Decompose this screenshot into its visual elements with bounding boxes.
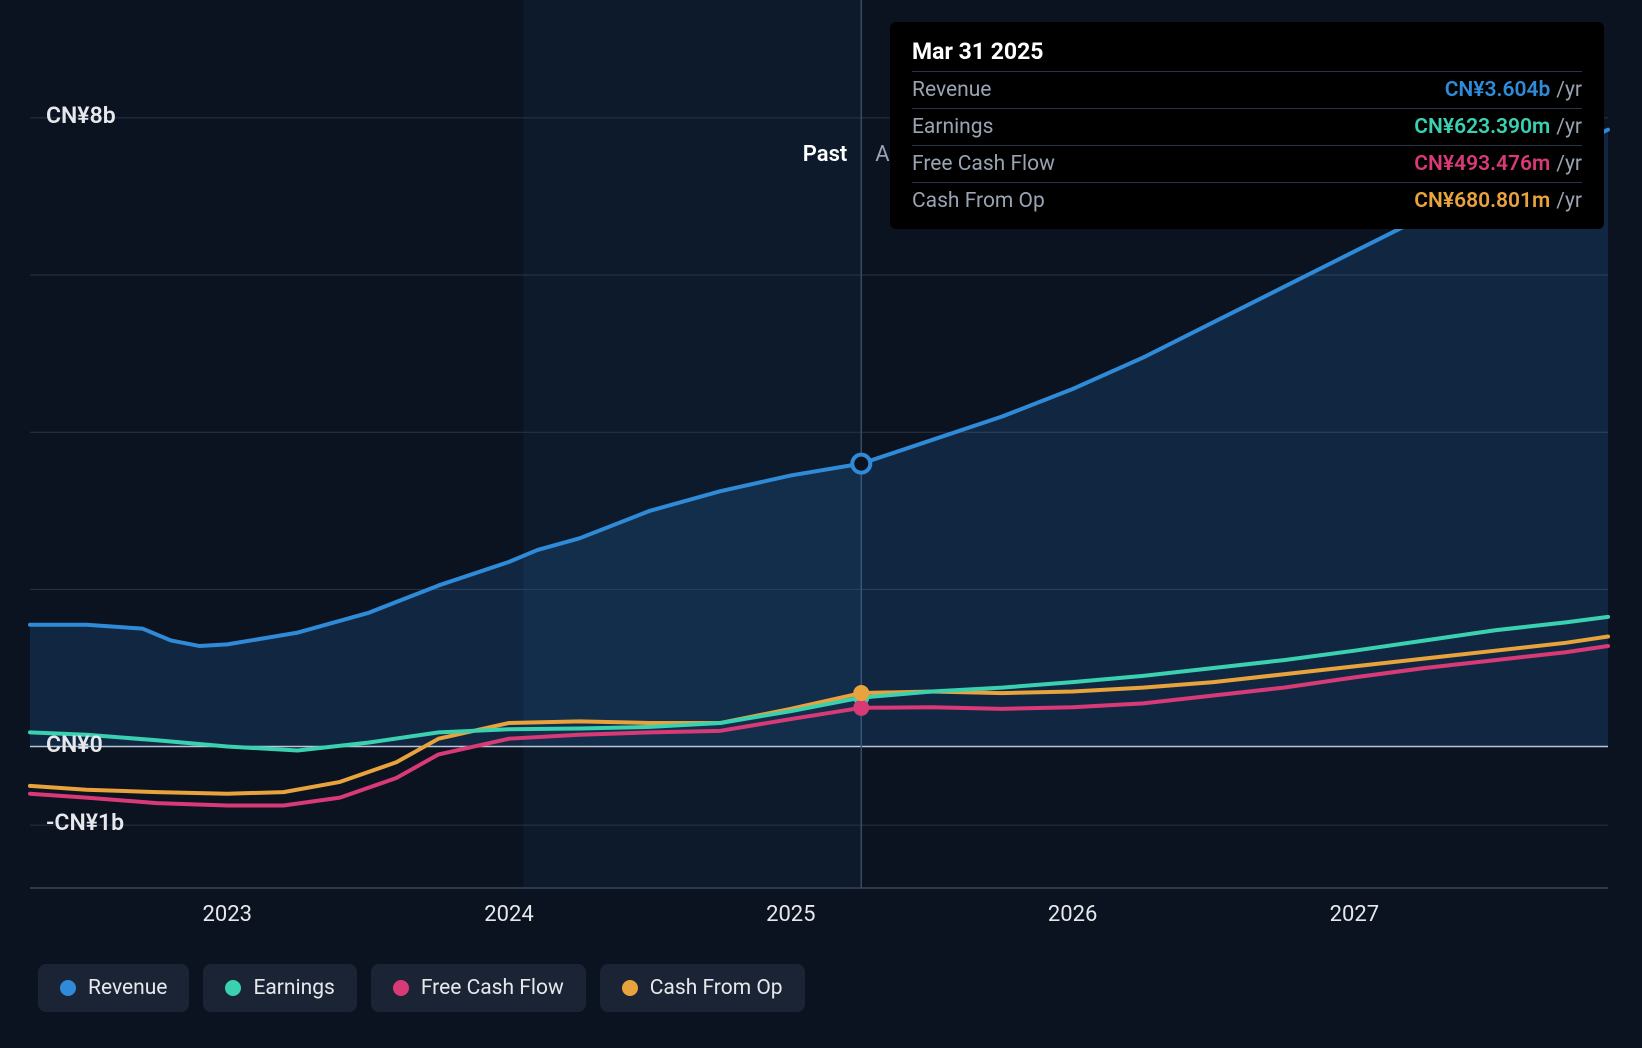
tooltip-row-label: Earnings (912, 109, 1220, 146)
y-axis-label: CN¥0 (46, 731, 103, 758)
tooltip-row-label: Revenue (912, 72, 1220, 109)
tooltip-date: Mar 31 2025 (912, 38, 1582, 65)
y-axis-label: -CN¥1b (46, 809, 124, 836)
tooltip-row-value: CN¥680.801m/yr (1220, 183, 1582, 220)
legend-dot-icon (622, 980, 638, 996)
chart-container: CN¥8b CN¥0 -CN¥1b 2023 2024 2025 2026 2027 Pas… (0, 0, 1642, 1048)
legend-item[interactable]: Cash From Op (600, 964, 805, 1012)
legend-dot-icon (225, 980, 241, 996)
legend-item[interactable]: Free Cash Flow (371, 964, 586, 1012)
tooltip-row-value: CN¥623.390m/yr (1220, 109, 1582, 146)
legend-item[interactable]: Revenue (38, 964, 189, 1012)
tooltip-row-label: Free Cash Flow (912, 146, 1220, 183)
x-axis-tick: 2026 (1048, 902, 1097, 927)
hover-tooltip: Mar 31 2025 RevenueCN¥3.604b/yrEarningsC… (890, 22, 1604, 229)
x-axis-tick: 2023 (203, 902, 252, 927)
tooltip-row-label: Cash From Op (912, 183, 1220, 220)
x-axis-tick: 2027 (1330, 902, 1379, 927)
legend-label: Revenue (88, 976, 167, 1000)
legend-label: Earnings (253, 976, 334, 1000)
legend-dot-icon (393, 980, 409, 996)
tooltip-row-value: CN¥493.476m/yr (1220, 146, 1582, 183)
tooltip-row-value: CN¥3.604b/yr (1220, 72, 1582, 109)
legend-item[interactable]: Earnings (203, 964, 356, 1012)
y-axis-label: CN¥8b (46, 102, 116, 129)
chart-legend: Revenue Earnings Free Cash Flow Cash From O… (38, 964, 805, 1012)
legend-label: Free Cash Flow (421, 976, 564, 1000)
x-axis-tick: 2024 (484, 902, 533, 927)
past-label: Past (803, 142, 848, 167)
legend-dot-icon (60, 980, 76, 996)
legend-label: Cash From Op (650, 976, 783, 1000)
x-axis-tick: 2025 (766, 902, 815, 927)
